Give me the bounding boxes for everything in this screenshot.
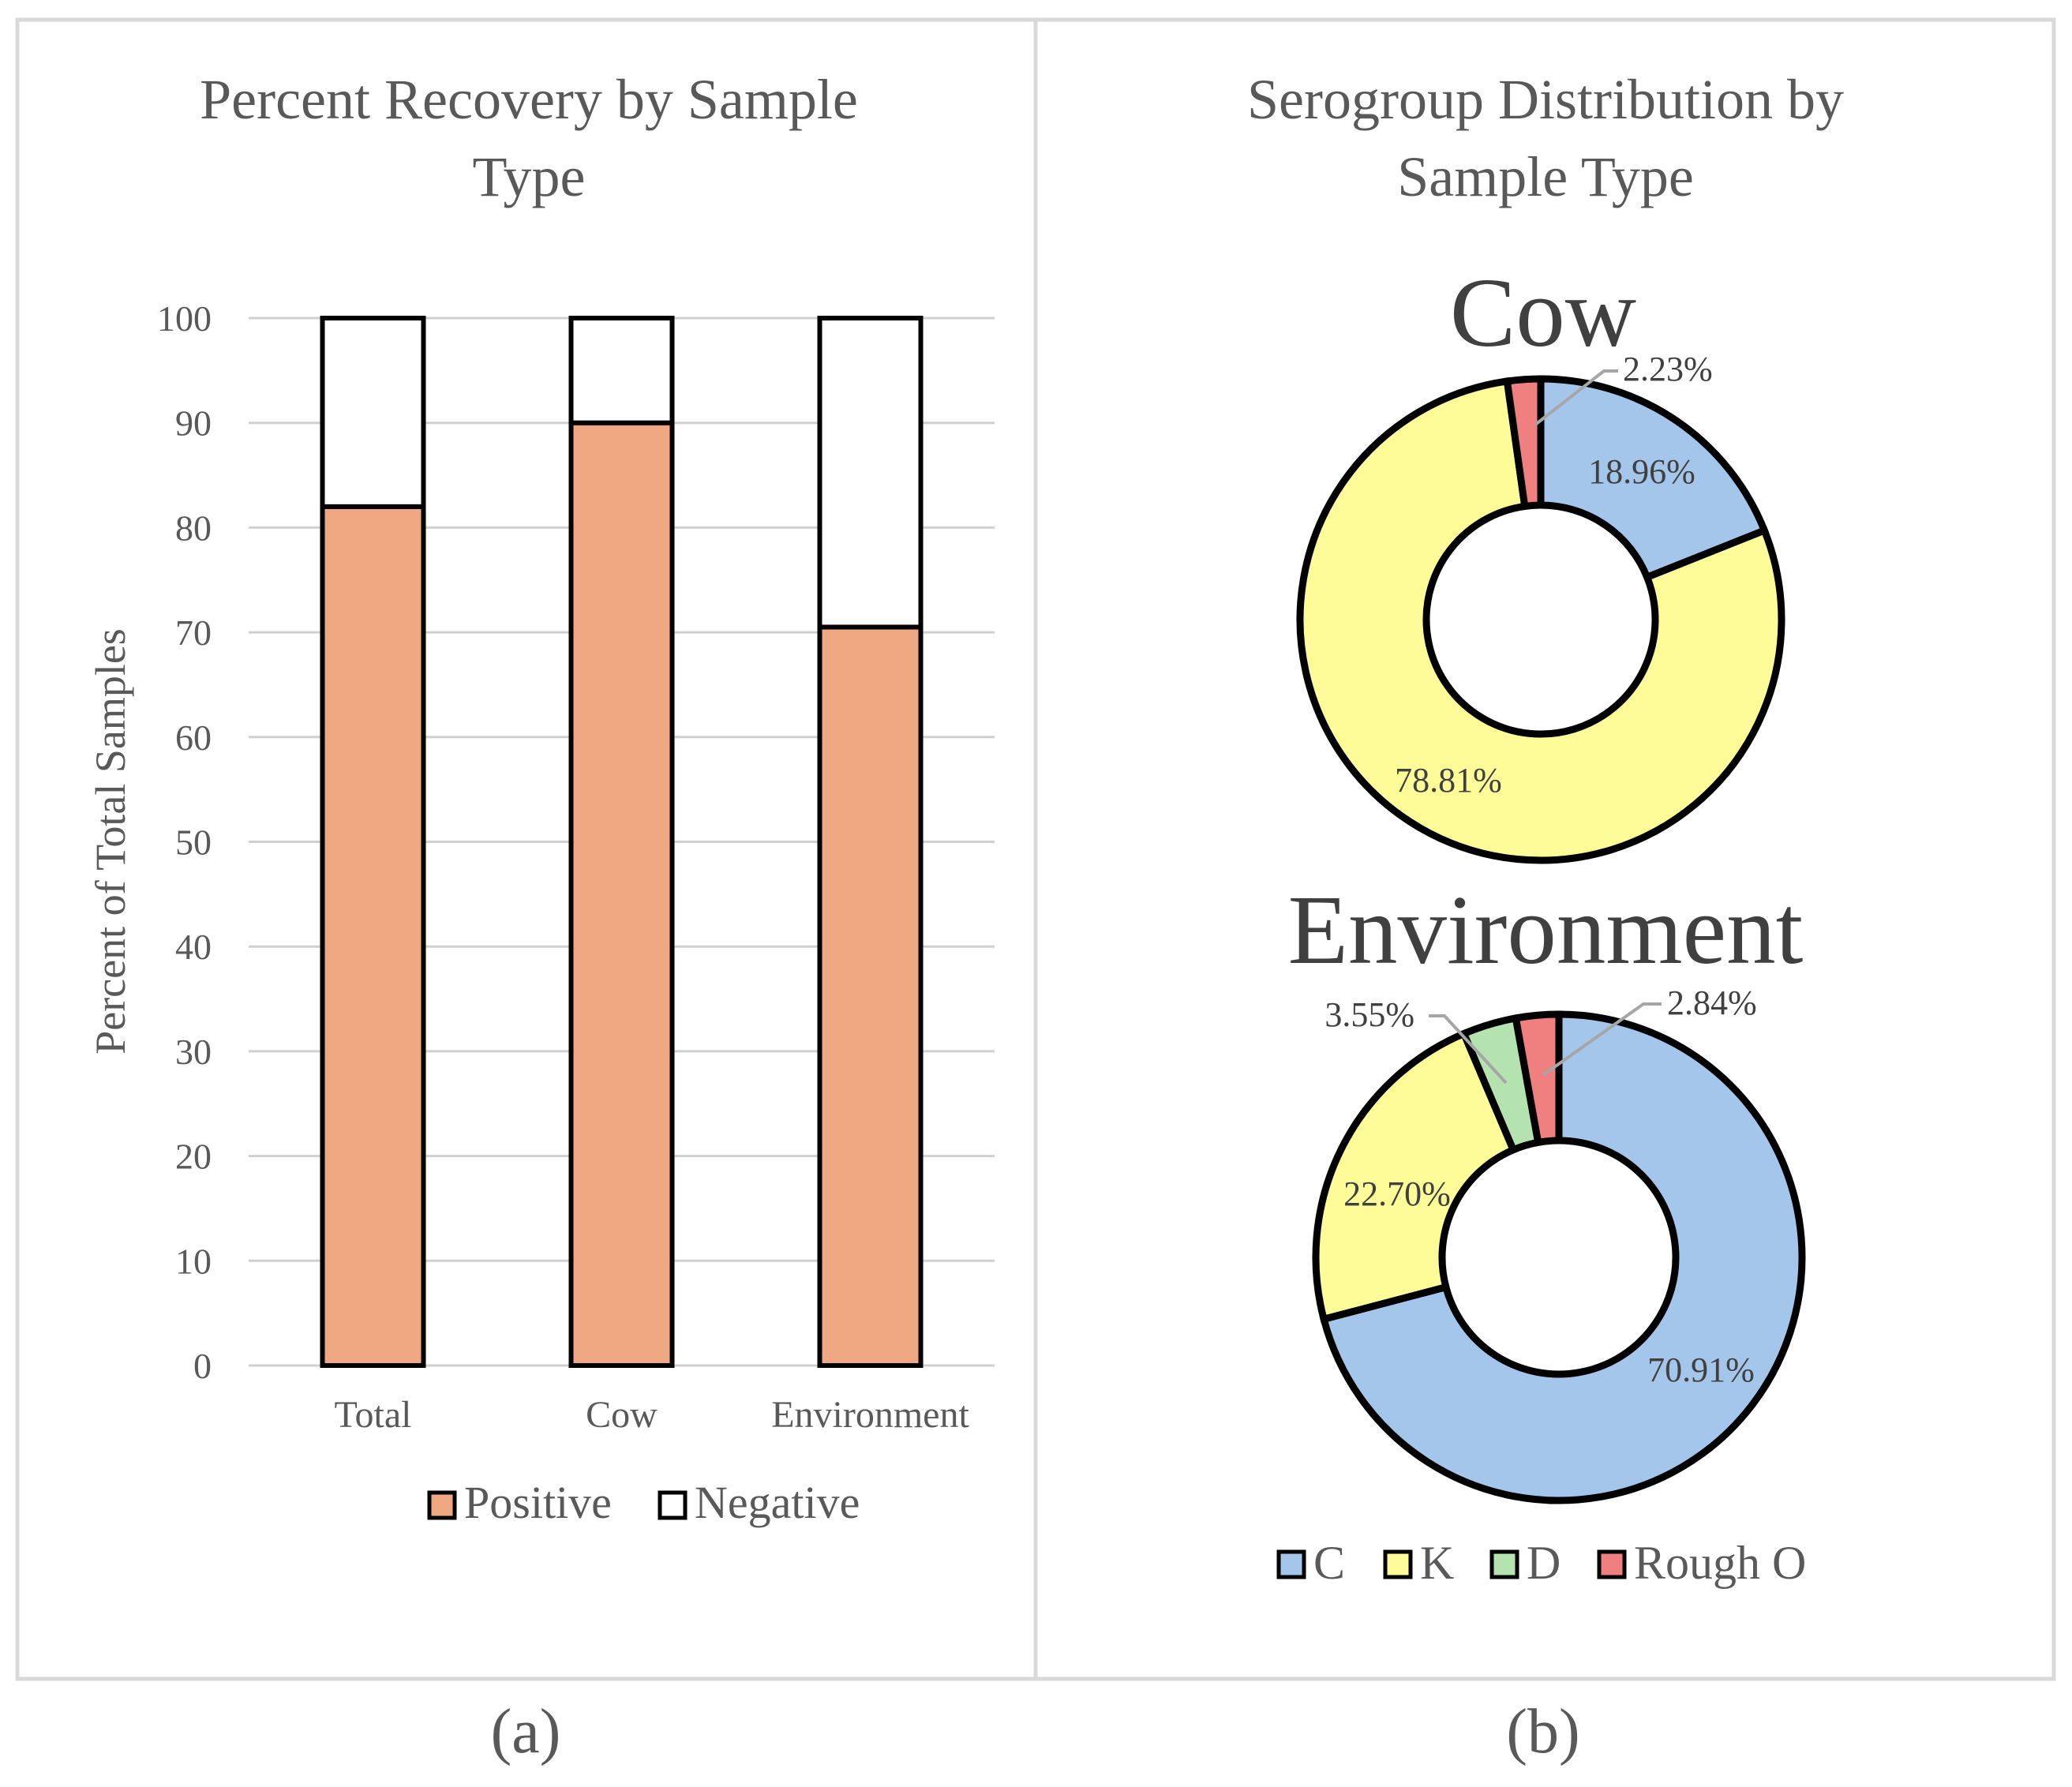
y-tick-label-50: 50 xyxy=(175,822,212,863)
y-tick-label-90: 90 xyxy=(175,403,212,444)
y-tick-label-40: 40 xyxy=(175,927,212,967)
bar-cow-negative xyxy=(568,316,675,425)
bar-chart-title-line-1: Percent Recovery by Sample xyxy=(200,68,858,131)
bar-environment-positive xyxy=(817,624,924,1368)
slice-cow-c xyxy=(1537,375,1770,583)
y-tick-label-100: 100 xyxy=(157,298,212,339)
legend-label-d: D xyxy=(1527,1537,1561,1589)
data-label-env-c: 70.91% xyxy=(1647,1351,1755,1389)
data-label-cow-k: 78.81% xyxy=(1395,761,1502,800)
data-label-env-d: 3.55% xyxy=(1325,995,1414,1034)
donut-environment-labels: 70.91% 22.70% 3.55% 2.84% xyxy=(1325,983,1756,1389)
donut-cow-labels: 18.96% 78.81% 2.23% xyxy=(1395,350,1712,800)
y-tick-label-70: 70 xyxy=(175,613,212,653)
legend-label-negative: Negative xyxy=(695,1477,860,1528)
bar-total-negative xyxy=(320,316,426,509)
legend-label-c: C xyxy=(1313,1537,1345,1589)
y-axis-label: Percent of Total Samples xyxy=(87,628,134,1055)
bar-chart-title-line-2: Type xyxy=(473,145,586,208)
x-tick-label-total: Total xyxy=(335,1394,412,1436)
y-tick-label-20: 20 xyxy=(175,1137,212,1177)
bar-chart: Percent Recovery by Sample Type Percent … xyxy=(87,68,995,1766)
legend-swatch-c xyxy=(1276,1549,1306,1579)
bar-legend: Positive Negative xyxy=(427,1477,860,1528)
y-tick-label-0: 0 xyxy=(193,1346,212,1386)
donut-environment-title: Environment xyxy=(1288,876,1804,985)
bar-cow-positive xyxy=(568,420,675,1369)
panel-label-a: (a) xyxy=(491,1697,561,1766)
data-label-cow-rough-o: 2.23% xyxy=(1623,350,1713,388)
donut-charts: Serogroup Distribution by Sample Type Co… xyxy=(1247,68,1844,1766)
donut-environment xyxy=(1312,1010,1806,1504)
donut-cow xyxy=(1296,375,1785,864)
legend-swatch-negative xyxy=(658,1490,688,1520)
legend-swatch-d xyxy=(1489,1549,1519,1579)
x-tick-label-environment: Environment xyxy=(771,1394,969,1436)
bar-environment-negative xyxy=(817,316,924,630)
donut-title-line-2: Sample Type xyxy=(1397,145,1694,208)
legend-swatch-positive xyxy=(427,1490,457,1520)
y-tick-label-60: 60 xyxy=(175,717,212,758)
data-label-env-k: 22.70% xyxy=(1343,1174,1451,1213)
panel-b-border xyxy=(1033,17,2056,1681)
slice-environment-c xyxy=(1319,1010,1806,1504)
slice-environment-k xyxy=(1312,1028,1519,1324)
y-tick-label-80: 80 xyxy=(175,508,212,548)
donut-cow-title: Cow xyxy=(1450,259,1636,368)
donut-title-line-1: Serogroup Distribution by xyxy=(1247,68,1844,131)
leader-line-cow-rough-o xyxy=(1534,369,1618,426)
data-label-env-rough-o: 2.84% xyxy=(1667,983,1757,1022)
legend-label-k: K xyxy=(1420,1537,1454,1589)
legend-swatch-k xyxy=(1383,1549,1413,1579)
slice-environment-rough-o xyxy=(1512,1010,1563,1147)
legend-swatch-rough-o xyxy=(1597,1549,1627,1579)
x-tick-label-cow: Cow xyxy=(586,1394,658,1436)
data-label-cow-c: 18.96% xyxy=(1588,452,1695,491)
slice-cow-k xyxy=(1296,377,1785,864)
legend-label-rough-o: Rough O xyxy=(1634,1537,1806,1589)
legend-label-positive: Positive xyxy=(464,1477,612,1528)
slice-cow-rough-o xyxy=(1503,375,1545,511)
y-tick-label-10: 10 xyxy=(175,1241,212,1281)
bar-total-positive xyxy=(320,504,426,1368)
leader-line-env-rough-o xyxy=(1542,1002,1662,1077)
panel-label-b: (b) xyxy=(1506,1697,1579,1766)
leader-line-env-d xyxy=(1429,1014,1508,1085)
donut-legend: C K D Rough O xyxy=(1276,1537,1806,1589)
y-tick-label-30: 30 xyxy=(175,1032,212,1072)
